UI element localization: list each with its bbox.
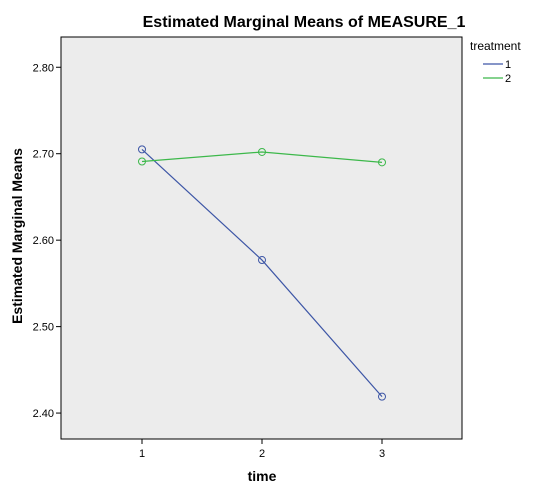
plot-area: [60, 36, 463, 440]
x-axis-title: time: [248, 468, 277, 484]
data-point-series-2: [258, 147, 266, 156]
y-tick-label: 2.40: [33, 408, 54, 420]
x-axis: 1 2 3: [139, 439, 385, 460]
legend-label-2: 2: [505, 73, 511, 85]
chart-title: Estimated Marginal Means of MEASURE_1: [143, 14, 466, 31]
x-tick-label: 3: [379, 448, 385, 460]
legend: treatment 1 2: [470, 39, 521, 85]
data-point-series-1: [378, 392, 386, 401]
x-tick-label: 1: [139, 448, 145, 460]
legend-title: treatment: [470, 39, 521, 53]
y-axis-title: Estimated Marginal Means: [9, 148, 25, 324]
series-layer: [138, 145, 386, 401]
data-point-series-2: [378, 158, 386, 167]
series-line-1: [141, 148, 383, 398]
y-tick-label: 2.50: [33, 322, 54, 334]
y-axis: 2.40 2.50 2.60 2.70 2.80: [33, 62, 61, 420]
data-point-series-1: [138, 145, 146, 154]
y-tick-label: 2.70: [33, 149, 54, 161]
legend-label-1: 1: [505, 59, 511, 71]
data-point-series-2: [138, 157, 146, 166]
series-line-2: [141, 151, 383, 163]
x-tick-label: 2: [259, 448, 265, 460]
data-point-series-1: [258, 256, 266, 265]
y-tick-label: 2.60: [33, 235, 54, 247]
y-tick-label: 2.80: [33, 62, 54, 74]
